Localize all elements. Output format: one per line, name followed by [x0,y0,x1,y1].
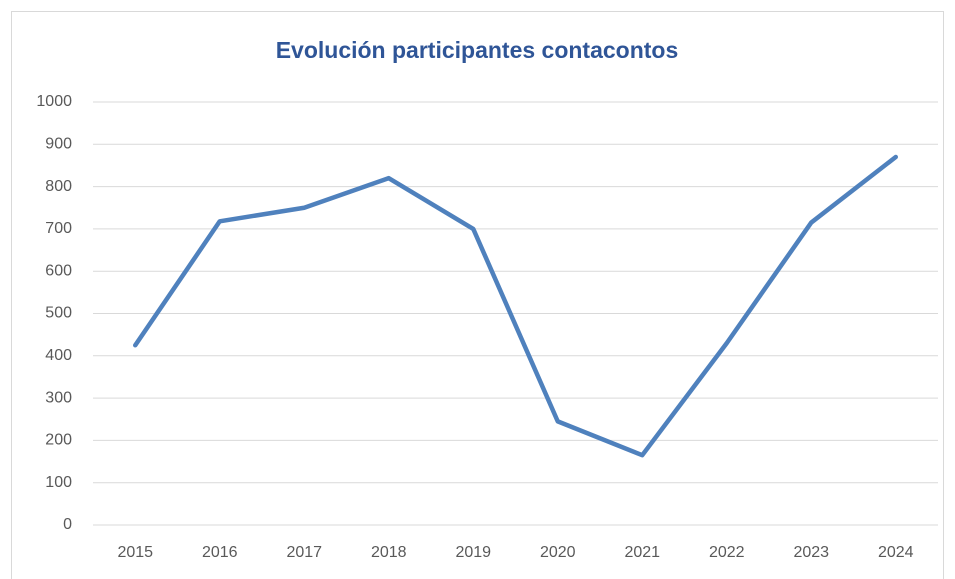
y-tick-label: 900 [45,136,72,153]
x-tick-label: 2022 [709,544,745,561]
chart-title: Evolución participantes contacontos [276,37,679,63]
x-tick-label: 2018 [371,544,407,561]
y-tick-label: 100 [45,474,72,491]
data-line [133,154,898,458]
x-tick-label: 2015 [117,544,153,561]
y-tick-label: 700 [45,220,72,237]
x-tick-label: 2024 [878,544,914,561]
y-tick-label: 200 [45,432,72,449]
y-tick-label: 300 [45,389,72,406]
y-tick-label: 600 [45,262,72,279]
x-tick-label: 2016 [202,544,238,561]
y-tick-label: 800 [45,178,72,195]
chart-border [11,11,944,579]
x-tick-label: 2019 [455,544,491,561]
x-tick-label: 2020 [540,544,576,561]
y-tick-label: 0 [63,516,72,533]
y-tick-label: 500 [45,305,72,322]
x-tick-label: 2023 [793,544,829,561]
x-tick-label: 2017 [286,544,322,561]
y-tick-label: 1000 [36,93,72,110]
x-tick-label: 2021 [624,544,660,561]
y-tick-label: 400 [45,347,72,364]
